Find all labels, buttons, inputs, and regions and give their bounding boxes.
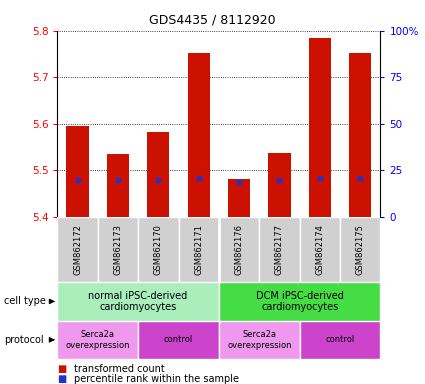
Bar <box>147 132 170 217</box>
Text: cell type: cell type <box>4 296 46 306</box>
Text: GSM862172: GSM862172 <box>73 224 82 275</box>
Bar <box>340 217 380 282</box>
Bar <box>268 153 291 217</box>
Bar <box>57 321 138 359</box>
Bar <box>98 217 138 282</box>
Bar <box>309 38 331 217</box>
Bar <box>138 321 219 359</box>
Text: GSM862174: GSM862174 <box>315 224 324 275</box>
Text: Serca2a
overexpression: Serca2a overexpression <box>65 330 130 349</box>
Text: control: control <box>164 335 193 344</box>
Bar <box>178 217 219 282</box>
Text: GSM862175: GSM862175 <box>356 224 365 275</box>
Bar <box>259 217 300 282</box>
Text: GSM862170: GSM862170 <box>154 224 163 275</box>
Bar <box>300 217 340 282</box>
Text: GDS4435 / 8112920: GDS4435 / 8112920 <box>149 13 276 26</box>
Text: protocol: protocol <box>4 335 44 345</box>
Bar <box>66 126 89 217</box>
Bar <box>349 53 371 217</box>
Text: GSM862177: GSM862177 <box>275 224 284 275</box>
Text: control: control <box>326 335 354 344</box>
Text: Serca2a
overexpression: Serca2a overexpression <box>227 330 292 349</box>
Text: DCM iPSC-derived
cardiomyocytes: DCM iPSC-derived cardiomyocytes <box>256 291 343 312</box>
Text: GSM862171: GSM862171 <box>194 224 203 275</box>
Bar <box>57 217 98 282</box>
Text: GSM862176: GSM862176 <box>235 224 244 275</box>
Text: ■: ■ <box>57 364 67 374</box>
Text: transformed count: transformed count <box>74 364 164 374</box>
Bar <box>57 282 219 321</box>
Text: ■: ■ <box>57 374 67 384</box>
Bar <box>219 217 259 282</box>
Text: GSM862173: GSM862173 <box>113 224 122 275</box>
Bar <box>300 321 380 359</box>
Bar <box>107 154 129 217</box>
Text: normal iPSC-derived
cardiomyocytes: normal iPSC-derived cardiomyocytes <box>88 291 188 312</box>
Bar <box>138 217 178 282</box>
Bar <box>187 53 210 217</box>
Bar <box>219 321 300 359</box>
Text: percentile rank within the sample: percentile rank within the sample <box>74 374 238 384</box>
Bar <box>228 179 250 217</box>
Bar <box>219 282 380 321</box>
